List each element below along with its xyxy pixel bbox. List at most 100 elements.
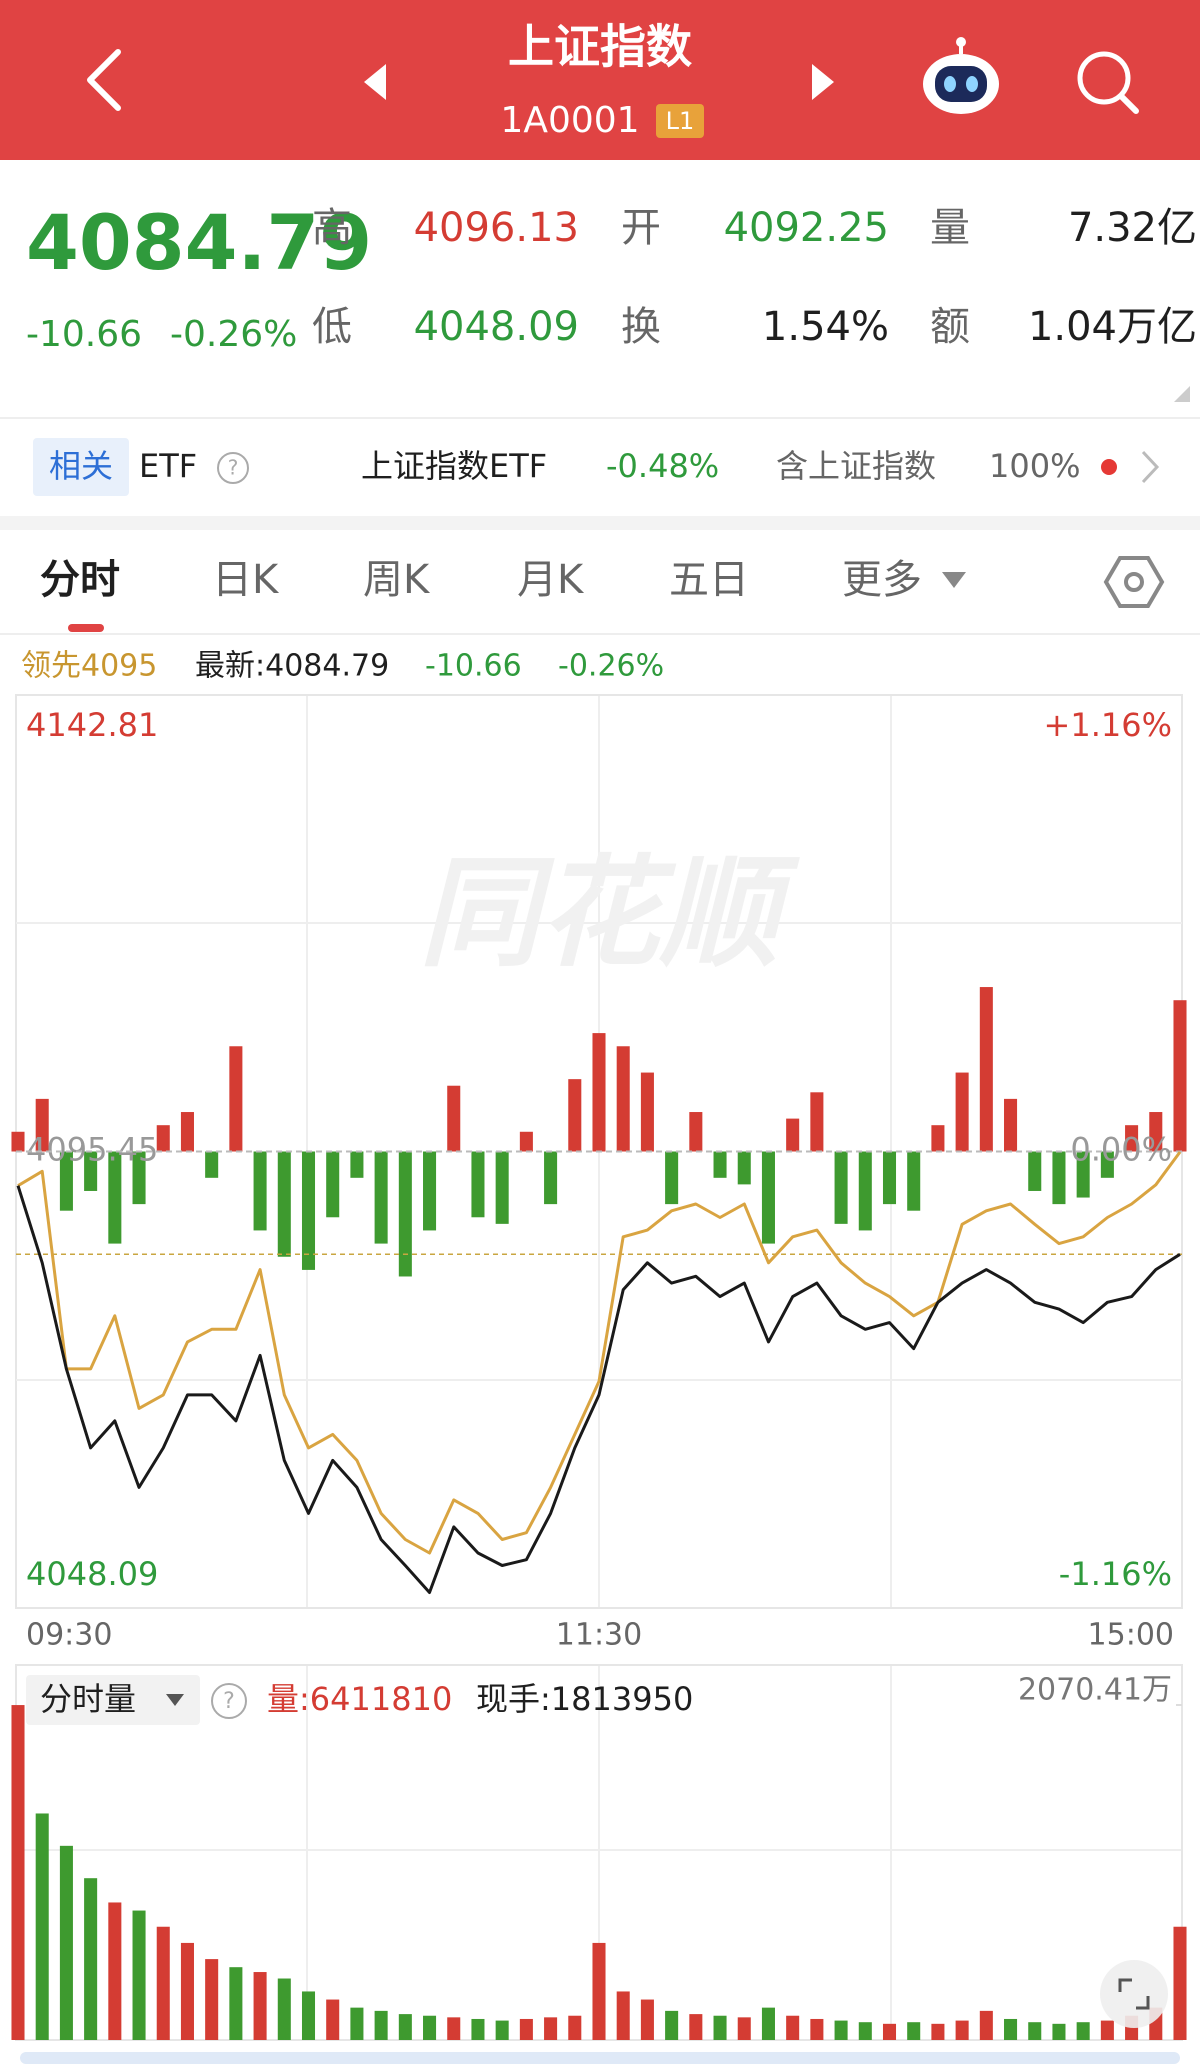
bar	[834, 1151, 848, 1224]
field-label: 换	[621, 304, 661, 350]
latest-change-pct: -0.26%	[558, 649, 664, 684]
tab[interactable]: 日K	[212, 557, 280, 603]
bar	[1100, 1151, 1114, 1178]
bar	[423, 2015, 437, 2040]
bar	[326, 1999, 340, 2040]
bar	[59, 1845, 73, 2040]
bar	[1173, 1926, 1187, 2040]
tab[interactable]: 分时	[40, 557, 120, 603]
bar	[471, 1151, 485, 1218]
bar	[205, 1959, 219, 2040]
bar	[882, 1151, 897, 1205]
tab[interactable]: 月K	[517, 557, 585, 603]
bar	[858, 2022, 872, 2040]
bar	[156, 1926, 170, 2040]
bar	[229, 1046, 243, 1152]
field-label: 量	[930, 205, 970, 251]
header-title: 上证指数	[508, 20, 692, 74]
bottom-bar	[20, 2052, 1180, 2064]
dropdown-arrow	[166, 1694, 184, 1706]
tab-indicator	[68, 624, 104, 632]
bar	[568, 1079, 582, 1152]
help-icon: ?	[228, 456, 239, 480]
bar	[810, 1092, 824, 1152]
etf-holding: 含上证指数	[776, 447, 936, 485]
bar	[398, 2014, 412, 2040]
bar	[1076, 2022, 1090, 2040]
back-button[interactable]	[87, 49, 121, 111]
bar	[713, 1151, 727, 1178]
tab[interactable]: 五日	[669, 557, 749, 603]
bar	[350, 2007, 364, 2040]
tab[interactable]: 更多	[842, 557, 922, 603]
level-badge-text: L1	[666, 107, 695, 135]
bar	[447, 1085, 461, 1152]
bar	[11, 1705, 25, 2040]
settings-button[interactable]	[1103, 556, 1165, 608]
search-button[interactable]	[1077, 51, 1139, 114]
bar	[1004, 1098, 1018, 1152]
bar	[326, 1151, 340, 1218]
etf-row[interactable]: 相关 ETF ? 上证指数ETF -0.48% 含上证指数 100%	[33, 438, 1160, 496]
expand-button[interactable]	[1100, 1960, 1168, 2028]
bar	[11, 1131, 25, 1152]
bar	[907, 2022, 921, 2040]
bar	[374, 1151, 388, 1244]
bar	[1004, 2018, 1018, 2040]
bar	[616, 1991, 630, 2040]
bar	[423, 1151, 437, 1231]
bar	[132, 1151, 146, 1205]
bar	[205, 1151, 219, 1178]
bar	[108, 1902, 122, 2040]
field-value: 1.04万亿	[1028, 304, 1197, 350]
bar	[665, 2010, 679, 2040]
bar	[955, 1072, 969, 1152]
field-value: 4048.09	[414, 304, 579, 350]
y2-tick-label: 0.00%	[1070, 1131, 1172, 1169]
bar	[810, 2018, 824, 2040]
bar	[834, 2020, 848, 2040]
bar	[301, 1151, 316, 1270]
etf-change: -0.48%	[606, 447, 719, 485]
last-price: 4084.79	[26, 198, 372, 287]
x-tick-label: 09:30	[26, 1618, 112, 1653]
bar	[471, 2018, 485, 2040]
bar	[640, 1999, 654, 2040]
assistant-button[interactable]	[923, 37, 999, 114]
help-circle[interactable]	[211, 1683, 247, 1719]
plot-layer: 4048.09 4095.45 4142.81 -1.16% 0.00% +1.16% 09…	[11, 694, 1187, 2040]
dropdown-arrow	[942, 572, 966, 588]
prev-button[interactable]	[364, 64, 386, 100]
bar	[350, 1151, 364, 1178]
bar	[907, 1151, 921, 1211]
tab[interactable]: 周K	[363, 557, 431, 603]
header-code: 1A0001	[500, 100, 639, 141]
bar	[277, 1978, 291, 2040]
bar	[59, 1151, 73, 1211]
bar	[374, 2010, 388, 2040]
bar	[1149, 1112, 1163, 1152]
bar	[84, 1151, 98, 1191]
next-button[interactable]	[812, 64, 834, 100]
bar	[519, 2018, 533, 2040]
bar	[35, 1813, 49, 2040]
etf-tag: 相关	[49, 447, 113, 485]
field-label: 低	[312, 304, 352, 350]
bar	[713, 2015, 727, 2040]
corner-mark	[1174, 386, 1190, 402]
volume-selector[interactable]	[26, 1675, 200, 1725]
level-badge	[656, 104, 704, 138]
etf-label: ETF	[139, 447, 197, 485]
bar	[689, 1112, 703, 1152]
y-tick-label: 4048.09	[26, 1555, 158, 1593]
field-value: 4096.13	[414, 205, 579, 251]
bar	[229, 1967, 243, 2040]
bar	[592, 1942, 606, 2040]
latest-change: -10.66	[425, 649, 522, 684]
bar	[955, 2020, 969, 2040]
bar	[786, 1118, 800, 1152]
bar	[132, 1910, 146, 2040]
bar	[761, 1151, 775, 1244]
